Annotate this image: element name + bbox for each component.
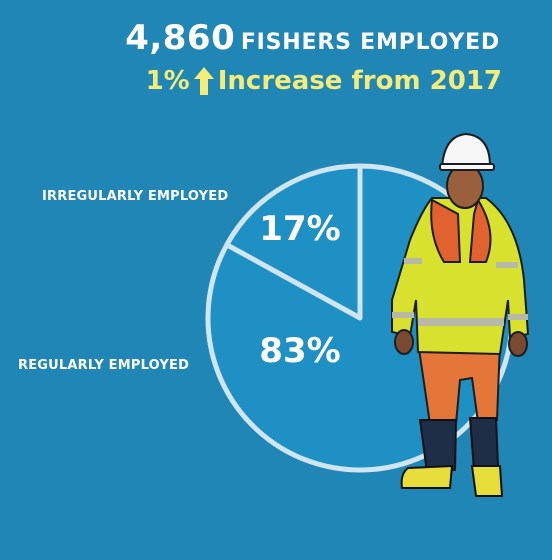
slice-label-regular: 83%	[259, 331, 340, 371]
change-text: Increase from 2017	[217, 66, 502, 96]
change-percent: 1%	[145, 66, 190, 96]
fishers-count: 4,860	[125, 18, 236, 58]
change-line: 1% Increase from 2017	[146, 66, 502, 96]
legend-regular: REGULARLY EMPLOYED	[18, 358, 190, 373]
slice-label-irregular: 17%	[259, 209, 340, 249]
legend-irregular: IRREGULARLY EMPLOYED	[42, 189, 229, 204]
fisher-worker-illustration	[391, 132, 530, 497]
headline: 4,860 FISHERS EMPLOYED	[125, 18, 500, 58]
arrow-up-icon	[193, 67, 214, 95]
pie-slice-irregular	[224, 163, 363, 321]
fishers-label: FISHERS EMPLOYED	[240, 30, 500, 55]
